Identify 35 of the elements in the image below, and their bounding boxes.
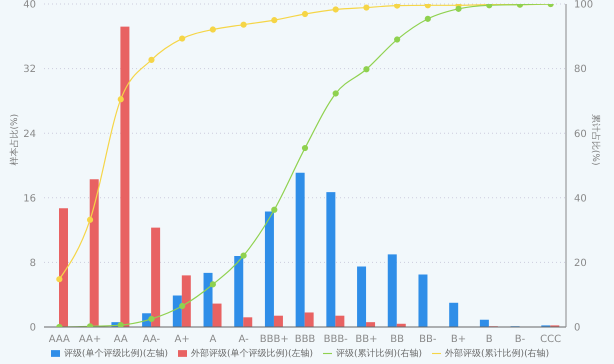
x-tick-label: BB-: [419, 334, 437, 346]
x-tick-label: A: [209, 334, 216, 346]
x-tick-label: BBB+: [260, 334, 289, 346]
x-tick-label: BB: [390, 334, 404, 346]
y-tick-label: 16: [23, 193, 36, 204]
x-tick-label: AAA: [48, 334, 70, 346]
y-axis-title: 样本占比(%): [9, 114, 20, 166]
y2-axis-title: 累计占比(%): [590, 114, 601, 166]
x-tick-label: A+: [174, 334, 190, 346]
y-tick-label: 0: [30, 322, 36, 334]
x-tick-label: BBB: [294, 334, 316, 346]
y-tick-label: 40: [23, 0, 36, 11]
x-tick-label: AA: [114, 334, 128, 346]
x-tick-label: B-: [514, 334, 526, 346]
x-tick-label: B+: [450, 334, 466, 346]
y-tick-label: 32: [23, 64, 36, 76]
legend-label: 评级(单个评级比例)(左轴): [64, 349, 168, 359]
x-tick-label: AA+: [78, 334, 102, 346]
legend-label: 评级(累计比例)(右轴): [336, 349, 422, 359]
y2-tick-label: 40: [574, 193, 587, 204]
y-tick-label: 8: [30, 258, 36, 269]
legend-label: 外部评级(单个评级比例)(左轴): [190, 349, 313, 359]
y2-tick-label: 20: [574, 258, 587, 269]
y2-tick-label: 80: [574, 64, 587, 76]
legend-label: 外部评级(累计比例)(右轴): [445, 349, 550, 359]
x-tick-label: CCC: [540, 334, 562, 346]
x-tick-label: AA-: [142, 334, 161, 346]
x-tick-label: B: [486, 334, 493, 346]
x-tick-label: BB+: [355, 334, 378, 346]
x-tick-label: A-: [238, 334, 250, 346]
y-tick-label: 24: [23, 128, 36, 140]
y2-tick-label: 0: [574, 322, 580, 334]
x-tick-label: BBB-: [324, 334, 348, 346]
y2-tick-label: 60: [574, 128, 587, 140]
y2-tick-label: 100: [574, 0, 594, 11]
